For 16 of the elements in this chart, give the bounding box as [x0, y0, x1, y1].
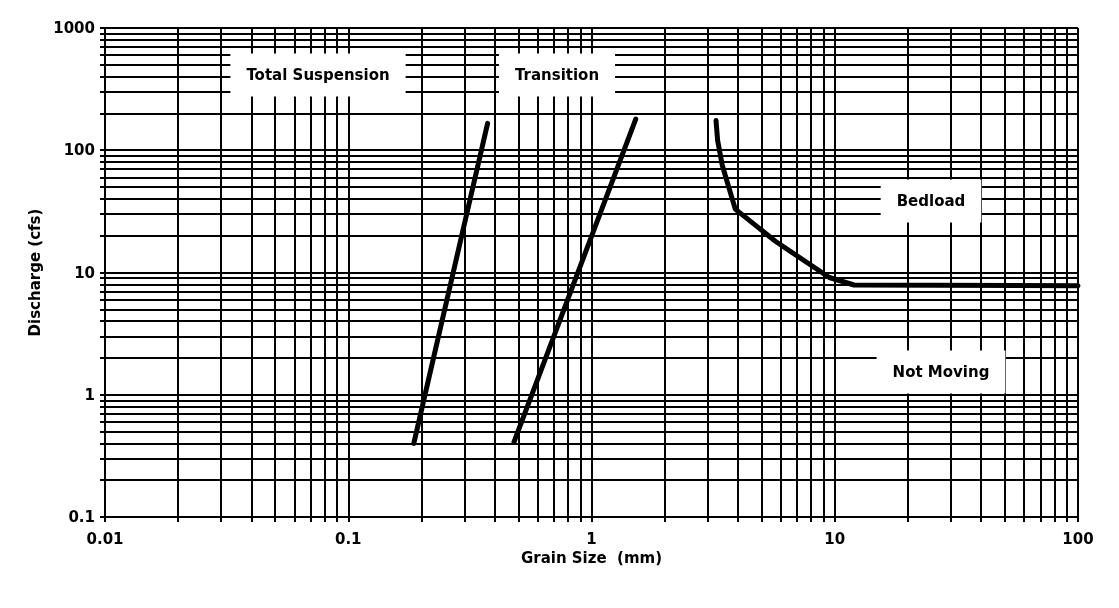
y-tick-label: 0.1 — [68, 508, 95, 526]
annotation: Total Suspension — [246, 66, 390, 84]
annotation: Transition — [514, 66, 600, 84]
annotation: Not Moving — [892, 363, 990, 381]
y-tick-label: 10 — [74, 263, 95, 282]
x-tick-label: 0.01 — [86, 529, 124, 548]
x-axis-title: Grain Size (mm) — [520, 549, 663, 568]
x-tick-label: 10 — [824, 529, 846, 548]
x-tick-label: 100 — [1062, 529, 1094, 548]
y-tick-label: 100 — [63, 141, 95, 160]
y-tick-label: 1 — [84, 385, 95, 404]
y-tick-label: 1000 — [53, 19, 95, 37]
x-tick-label: 0.1 — [334, 529, 362, 548]
annotation: Bedload — [896, 192, 966, 210]
x-tick-label: 1 — [586, 529, 597, 548]
y-axis-title: Discharge (cfs) — [25, 208, 44, 337]
